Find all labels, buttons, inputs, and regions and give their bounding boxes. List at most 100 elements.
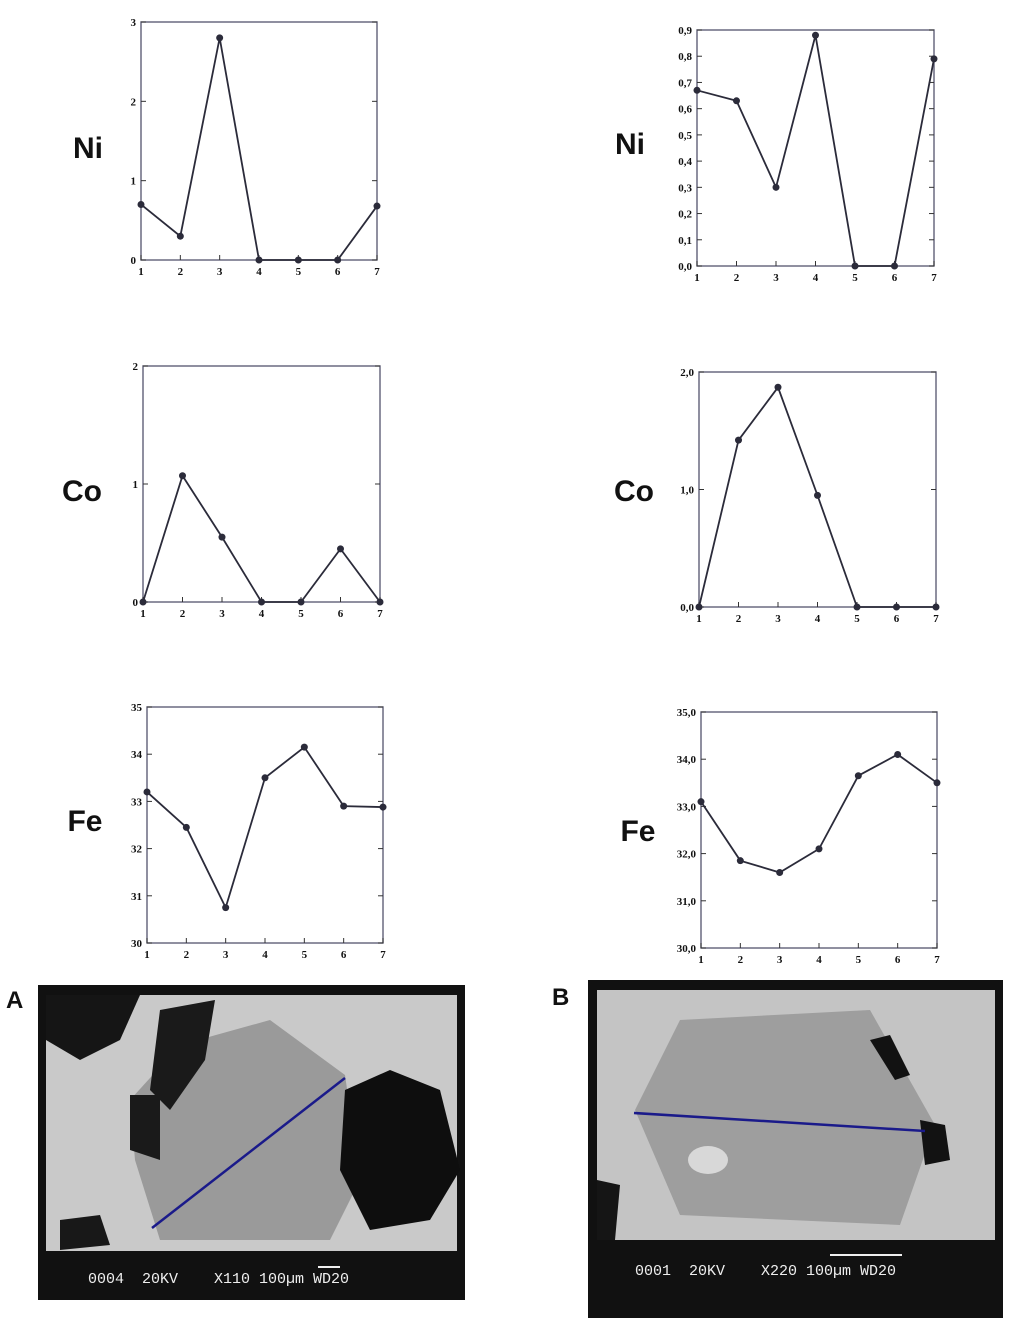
- data-point: [337, 545, 344, 553]
- plot-frame: [140, 21, 378, 261]
- x-tick-label: 4: [262, 949, 268, 961]
- y-tick-label: 31: [131, 891, 142, 903]
- data-point: [261, 774, 269, 782]
- data-point: [137, 200, 145, 208]
- x-tick-label: 2: [180, 608, 186, 620]
- data-point: [891, 262, 898, 270]
- y-tick-label: 0,8: [678, 51, 692, 63]
- x-tick-label: 5: [852, 272, 858, 284]
- void: [340, 1070, 460, 1230]
- x-tick-label: 6: [894, 613, 900, 625]
- data-point: [695, 603, 703, 611]
- x-tick-label: 2: [734, 272, 740, 284]
- y-tick-label: 3: [131, 17, 137, 29]
- x-tick-label: 3: [773, 272, 779, 284]
- x-tick-label: 1: [696, 613, 702, 625]
- x-tick-label: 7: [374, 266, 380, 278]
- micrograph-b: 0001 20KV X220 100µm WD20 B: [552, 980, 1003, 1318]
- x-tick-label: 1: [140, 608, 146, 620]
- x-tick-label: 7: [377, 608, 383, 620]
- data-point: [255, 256, 263, 264]
- x-tick-label: 1: [694, 272, 700, 284]
- y-tick-label: 30,0: [677, 943, 697, 955]
- data-line: [700, 753, 938, 874]
- x-tick-label: 5: [298, 608, 304, 620]
- x-tick-label: 7: [380, 949, 386, 961]
- y-tick-label: 1,0: [680, 485, 694, 497]
- data-line: [146, 745, 384, 911]
- data-point: [216, 34, 224, 42]
- y-tick-label: 0,2: [678, 209, 692, 221]
- y-tick-label: 30: [131, 938, 143, 950]
- y-tick-label: 32,0: [677, 849, 697, 861]
- data-point: [815, 845, 823, 853]
- data-point: [179, 472, 186, 480]
- x-tick-label: 5: [854, 613, 860, 625]
- data-point: [733, 97, 740, 105]
- y-tick-label: 0: [133, 597, 139, 609]
- y-tick-label: 33: [131, 796, 143, 808]
- plot-frame: [698, 371, 937, 608]
- x-tick-label: 4: [816, 954, 822, 966]
- y-tick-label: 0,9: [678, 25, 692, 37]
- data-point: [853, 603, 861, 611]
- data-point: [218, 533, 226, 541]
- data-point: [222, 904, 230, 912]
- data-point: [373, 202, 381, 210]
- x-tick-label: 6: [335, 266, 341, 278]
- y-axis-label: Ni: [73, 132, 103, 165]
- profile-line: [633, 1111, 926, 1133]
- y-tick-label: 2: [133, 361, 139, 373]
- data-point: [735, 436, 742, 444]
- data-line: [142, 473, 381, 603]
- chart: 0,0 1,0 2,0 1 2 3 4 5 6 7 Co: [614, 367, 940, 625]
- plot-frame: [142, 365, 381, 603]
- data-point: [300, 743, 308, 751]
- x-tick-label: 4: [815, 613, 821, 625]
- x-tick-label: 2: [184, 949, 190, 961]
- data-point: [933, 779, 941, 787]
- void: [46, 995, 140, 1060]
- y-tick-label: 0,7: [678, 77, 692, 89]
- y-tick-label: 33,0: [677, 801, 697, 813]
- x-tick-label: 6: [892, 272, 898, 284]
- y-tick-label: 0,1: [678, 235, 692, 247]
- x-tick-label: 6: [338, 608, 344, 620]
- data-point: [894, 750, 902, 758]
- y-tick-label: 0: [131, 255, 137, 267]
- inclusion: [688, 1146, 728, 1174]
- data-point: [376, 598, 384, 606]
- data-point: [772, 183, 780, 191]
- y-tick-label: 34: [131, 749, 143, 761]
- x-tick-label: 2: [178, 266, 184, 278]
- data-point: [812, 31, 819, 39]
- y-tick-label: 31,0: [677, 896, 697, 908]
- void: [150, 1000, 215, 1110]
- data-point: [697, 798, 705, 806]
- data-point: [930, 55, 938, 63]
- x-tick-label: 3: [217, 266, 223, 278]
- data-point: [736, 857, 744, 865]
- y-axis-label: Fe: [67, 805, 102, 838]
- data-point: [932, 603, 940, 611]
- data-point: [297, 598, 305, 606]
- y-tick-label: 0,6: [678, 104, 692, 116]
- y-tick-label: 34,0: [677, 754, 697, 766]
- y-tick-label: 32: [131, 844, 143, 856]
- x-tick-label: 1: [138, 266, 144, 278]
- chart: 30,0 31,0 32,0 33,0 34,0 35,0 1 2 3 4 5 6 7 Fe: [620, 707, 941, 966]
- data-point: [893, 603, 900, 611]
- y-axis-label: Co: [614, 475, 654, 508]
- y-tick-label: 35: [131, 702, 143, 714]
- x-tick-label: 6: [341, 949, 347, 961]
- void: [920, 1120, 950, 1165]
- x-tick-label: 5: [302, 949, 308, 961]
- x-tick-label: 3: [223, 949, 229, 961]
- x-tick-label: 1: [698, 954, 704, 966]
- data-point: [340, 802, 348, 810]
- x-tick-label: 2: [738, 954, 744, 966]
